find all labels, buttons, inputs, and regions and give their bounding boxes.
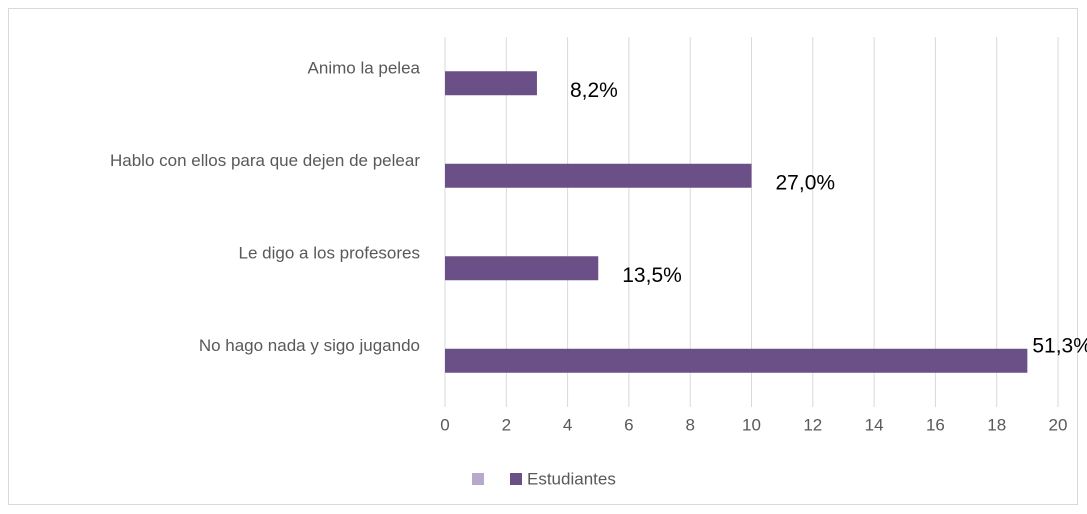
x-tick-label: 16 [926,415,945,434]
y-tick-label: Le digo a los profesores [239,244,420,263]
value-annotation: 51,3% [1032,334,1087,357]
value-annotation: 8,2% [570,79,618,102]
x-tick-label: 8 [685,415,694,434]
y-tick-label: No hago nada y sigo jugando [199,336,420,355]
value-annotation: 13,5% [622,264,682,287]
x-tick-label: 18 [987,415,1006,434]
x-tick-label: 10 [742,415,761,434]
x-tick-label: 0 [440,415,449,434]
bar [445,71,537,96]
x-tick-label: 2 [502,415,511,434]
legend-swatch [472,473,484,485]
x-tick-label: 14 [865,415,884,434]
legend-label: Estudiantes [527,469,616,488]
y-tick-label: Hablo con ellos para que dejen de pelear [110,151,420,170]
x-tick-label: 6 [624,415,633,434]
bar [445,256,599,281]
value-annotation: 27,0% [776,171,836,194]
bar [445,163,752,188]
bar [445,348,1028,373]
x-tick-label: 4 [563,415,572,434]
y-tick-label: Animo la pelea [308,59,421,78]
legend-swatch [510,473,522,485]
x-tick-label: 12 [803,415,822,434]
x-tick-label: 20 [1049,415,1068,434]
